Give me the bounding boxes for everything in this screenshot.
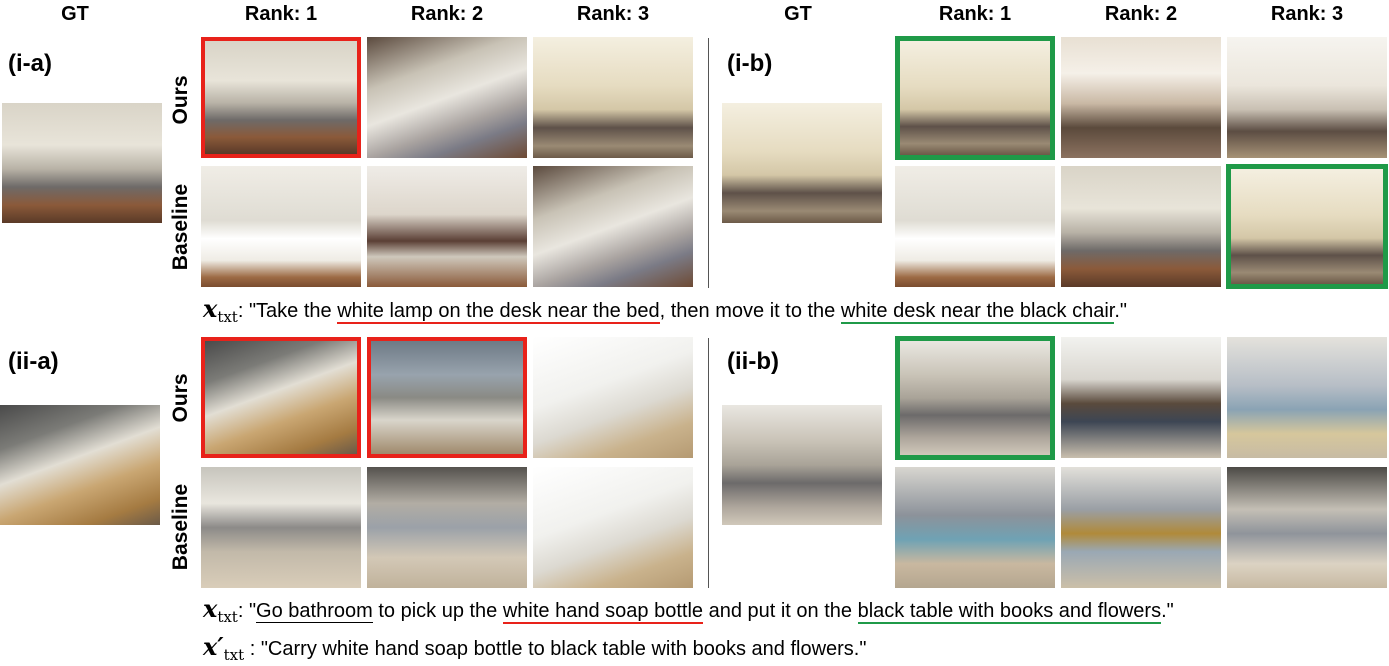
- result-ii-a-baseline-rank1: [201, 467, 361, 588]
- math-subscript: txt: [217, 308, 238, 326]
- row-label-baseline-bottom: Baseline: [169, 483, 192, 571]
- math-symbol-x: x: [203, 594, 218, 623]
- row-label-baseline-top: Baseline: [169, 183, 192, 271]
- header-rank3-right: Rank: 3: [1270, 3, 1344, 25]
- result-i-a-ours-rank2: [367, 37, 527, 158]
- result-i-a-baseline-rank3: [533, 166, 693, 287]
- row-label-ours-top: Ours: [169, 75, 192, 125]
- caption-text: .": [1161, 600, 1174, 622]
- header-rank3-left: Rank: 3: [576, 3, 650, 25]
- header-rank2-left: Rank: 2: [410, 3, 484, 25]
- result-i-a-ours-rank3: [533, 37, 693, 158]
- panel-label-i-b: (i-b): [727, 50, 773, 77]
- math-subscript: txt: [217, 608, 238, 626]
- result-ii-a-ours-rank1: [201, 337, 361, 458]
- vertical-divider-top: [708, 38, 709, 288]
- result-ii-a-baseline-rank2: [367, 467, 527, 588]
- caption-instruction-3: x′txt : "Carry white hand soap bottle to…: [203, 632, 867, 664]
- header-rank2-right: Rank: 2: [1104, 3, 1178, 25]
- panel-label-i-a: (i-a): [8, 50, 52, 77]
- result-ii-b-baseline-rank1: [895, 467, 1055, 588]
- gt-image-i-b: [722, 103, 882, 223]
- result-ii-b-ours-rank3: [1227, 337, 1387, 458]
- caption-text: and put it on the: [703, 600, 858, 622]
- result-i-a-ours-rank1: [201, 37, 361, 158]
- result-i-b-baseline-rank1: [895, 166, 1055, 287]
- result-i-a-baseline-rank1: [201, 166, 361, 287]
- result-ii-b-ours-rank2: [1061, 337, 1221, 458]
- result-i-b-baseline-rank3: [1226, 164, 1388, 289]
- result-i-b-ours-rank1: [895, 36, 1055, 160]
- caption-text: to pick up the: [372, 600, 503, 622]
- math-symbol-x-prime: x′: [203, 632, 224, 661]
- result-ii-a-ours-rank2: [367, 337, 527, 458]
- green-highlight-phrase: white desk near the black chair: [840, 300, 1115, 324]
- result-ii-a-baseline-rank3: [533, 467, 693, 588]
- caption-text: : ": [237, 600, 257, 622]
- result-ii-b-ours-rank1: [895, 336, 1055, 460]
- math-symbol-x: x: [203, 294, 218, 323]
- gt-image-i-a: [2, 103, 162, 223]
- black-highlight-phrase: Go bathroom: [256, 600, 373, 623]
- header-gt-right: GT: [784, 3, 812, 25]
- caption-instruction-1: xtxt: "Take the white lamp on the desk n…: [203, 294, 1128, 326]
- red-highlight-phrase: white hand soap bottle: [502, 600, 704, 624]
- header-gt-left: GT: [61, 3, 89, 25]
- result-ii-b-baseline-rank2: [1061, 467, 1221, 588]
- panel-label-ii-b: (ii-b): [727, 348, 779, 375]
- vertical-divider-bottom: [708, 338, 709, 588]
- result-i-b-ours-rank2: [1061, 37, 1221, 158]
- result-i-a-baseline-rank2: [367, 166, 527, 287]
- gt-image-ii-b: [722, 405, 882, 525]
- header-rank1-left: Rank: 1: [244, 3, 318, 25]
- result-i-b-baseline-rank2: [1061, 166, 1221, 287]
- red-highlight-phrase: white lamp on the desk near the bed: [337, 300, 660, 324]
- result-ii-a-ours-rank3: [533, 337, 693, 458]
- caption-text: .": [1114, 300, 1128, 322]
- row-label-ours-bottom: Ours: [169, 373, 192, 423]
- result-ii-b-baseline-rank3: [1227, 467, 1387, 588]
- result-i-b-ours-rank3: [1227, 37, 1387, 158]
- caption-instruction-2: xtxt: "Go bathroom to pick up the white …: [203, 594, 1174, 626]
- caption-text: , then move it to the: [659, 300, 841, 322]
- caption-text: : "Carry white hand soap bottle to black…: [244, 638, 867, 660]
- panel-label-ii-a: (ii-a): [8, 348, 59, 375]
- header-rank1-right: Rank: 1: [938, 3, 1012, 25]
- math-subscript: txt: [223, 646, 245, 664]
- gt-image-ii-a: [0, 405, 160, 525]
- caption-text: : "Take the: [237, 300, 338, 322]
- green-highlight-phrase: black table with books and flowers: [857, 600, 1162, 624]
